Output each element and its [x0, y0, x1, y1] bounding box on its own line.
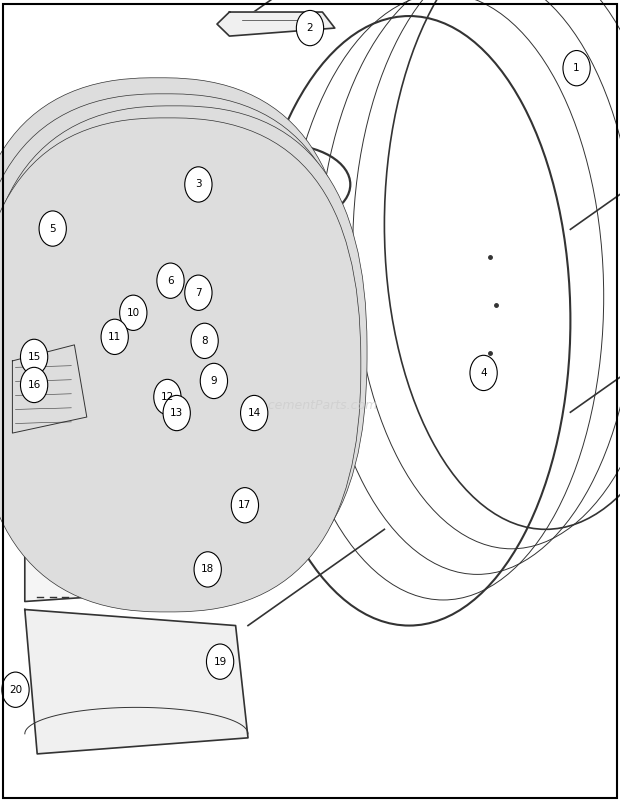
Polygon shape — [112, 457, 229, 497]
Circle shape — [20, 339, 48, 375]
FancyBboxPatch shape — [0, 106, 367, 600]
Text: 14: 14 — [247, 408, 261, 418]
Text: eplacementParts.com: eplacementParts.com — [242, 399, 378, 411]
Circle shape — [206, 644, 234, 679]
Polygon shape — [217, 12, 335, 36]
Text: 5: 5 — [50, 224, 56, 233]
Text: 8: 8 — [202, 336, 208, 346]
Circle shape — [185, 167, 212, 202]
Text: 9: 9 — [211, 376, 217, 386]
Text: 1: 1 — [574, 63, 580, 73]
Text: 11: 11 — [108, 332, 122, 342]
Text: 17: 17 — [238, 500, 252, 510]
Text: 18: 18 — [201, 565, 215, 574]
FancyBboxPatch shape — [0, 94, 358, 588]
Text: 4: 4 — [480, 368, 487, 378]
Circle shape — [185, 275, 212, 310]
Circle shape — [296, 10, 324, 46]
Text: 15: 15 — [27, 352, 41, 362]
Circle shape — [157, 263, 184, 298]
Polygon shape — [12, 345, 87, 433]
Text: 20: 20 — [9, 685, 22, 695]
Text: 3: 3 — [195, 180, 202, 189]
Text: 13: 13 — [170, 408, 184, 418]
Circle shape — [2, 672, 29, 707]
Circle shape — [194, 552, 221, 587]
Circle shape — [231, 488, 259, 523]
Circle shape — [200, 363, 228, 399]
Circle shape — [470, 355, 497, 391]
Text: 12: 12 — [161, 392, 174, 402]
Circle shape — [39, 211, 66, 246]
Text: 7: 7 — [195, 288, 202, 298]
Circle shape — [120, 295, 147, 330]
Circle shape — [191, 323, 218, 358]
Circle shape — [154, 379, 181, 415]
Circle shape — [163, 395, 190, 431]
Circle shape — [20, 367, 48, 403]
Text: 19: 19 — [213, 657, 227, 666]
Polygon shape — [25, 497, 260, 602]
Text: 6: 6 — [167, 276, 174, 286]
Text: 2: 2 — [307, 23, 313, 33]
Text: 10: 10 — [126, 308, 140, 318]
Circle shape — [241, 395, 268, 431]
Circle shape — [101, 319, 128, 354]
FancyBboxPatch shape — [164, 269, 220, 325]
Circle shape — [563, 51, 590, 86]
FancyBboxPatch shape — [0, 118, 361, 612]
Text: 16: 16 — [27, 380, 41, 390]
FancyBboxPatch shape — [0, 78, 352, 572]
Polygon shape — [25, 610, 248, 754]
